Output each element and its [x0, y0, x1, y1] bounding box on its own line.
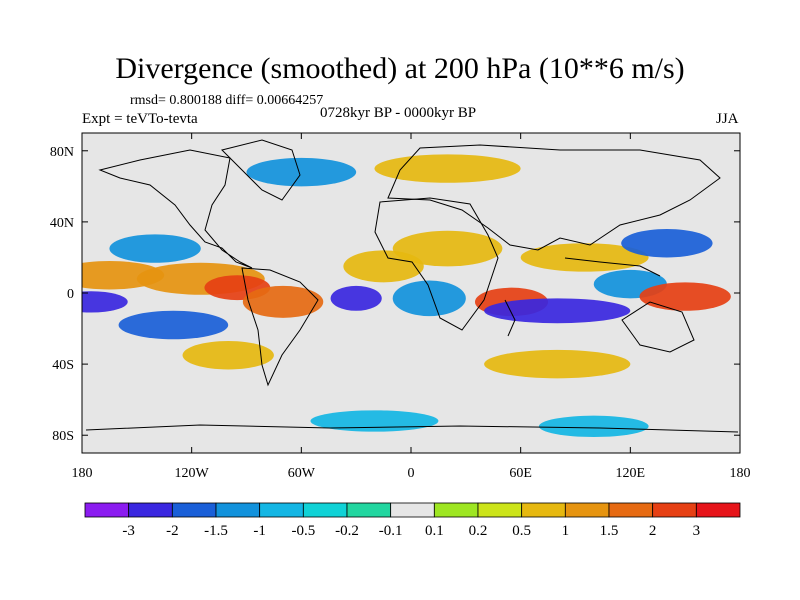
- coastline: [221, 139, 301, 201]
- y-tick-label: 0: [67, 287, 74, 302]
- field-blob: [82, 291, 128, 313]
- colorbar-swatch: [215, 502, 261, 518]
- chart-title: Divergence (smoothed) at 200 hPa (10**6 …: [115, 52, 685, 85]
- field-blob: [392, 280, 466, 317]
- experiment-label: Expt = teVTo-tevta: [82, 111, 198, 127]
- colorbar-swatch: [346, 502, 392, 518]
- y-axis: 80N 40N 0 40S 80S: [50, 145, 740, 444]
- colorbar-swatch: [302, 502, 348, 518]
- field-blob: [109, 234, 201, 263]
- y-tick-label: 40S: [52, 358, 74, 373]
- x-axis: 180 120W 60W 0 60E 120E 180: [72, 133, 751, 481]
- field-blob: [484, 349, 631, 379]
- field-blob: [538, 415, 649, 438]
- colorbar-label: -2: [166, 523, 179, 539]
- field-blob: [118, 310, 229, 340]
- coastline: [564, 257, 661, 277]
- coastlines: [85, 139, 739, 433]
- x-tick-label: 120E: [616, 466, 646, 481]
- colorbar-swatch: [477, 502, 523, 518]
- colorbar-swatch: [433, 502, 479, 518]
- x-tick-label: 180: [72, 466, 93, 481]
- colorbar-label: 2: [649, 523, 657, 539]
- y-tick-label: 80S: [52, 429, 74, 444]
- period-label: 0728kyr BP - 0000kyr BP: [320, 105, 477, 121]
- colorbar-label: 1: [562, 523, 570, 539]
- x-tick-label: 180: [730, 466, 751, 481]
- colorbar-label: -1.5: [204, 523, 228, 539]
- colorbar-label: 1.5: [600, 523, 619, 539]
- field-blob: [242, 285, 324, 318]
- colorbar-label: 0.2: [469, 523, 488, 539]
- colorbar-label: 0.5: [512, 523, 531, 539]
- stats-text: rmsd= 0.800188 diff= 0.00664257: [130, 93, 324, 108]
- colorbar-label: 0.1: [425, 523, 444, 539]
- coastline: [374, 197, 499, 331]
- colorbar-label: -0.5: [291, 523, 315, 539]
- colorbar-swatch: [128, 502, 173, 518]
- colorbar-swatch: [84, 502, 130, 518]
- colorbar-label: -3: [122, 523, 135, 539]
- field-blob: [392, 230, 503, 267]
- colorbar-label: -0.2: [335, 523, 359, 539]
- field-blob: [520, 243, 649, 272]
- field-blob: [374, 154, 521, 183]
- coastline: [85, 424, 739, 433]
- field-contours: [82, 154, 731, 438]
- field-blob: [330, 285, 382, 311]
- x-tick-label: 120W: [175, 466, 210, 481]
- field-blob: [246, 157, 357, 187]
- colorbar-label: 3: [693, 523, 701, 539]
- field-blob: [484, 298, 631, 324]
- field-blob: [639, 282, 731, 311]
- coastline: [387, 144, 721, 251]
- y-tick-label: 40N: [50, 216, 74, 231]
- colorbar-swatch: [390, 502, 435, 518]
- season-label: JJA: [716, 111, 739, 127]
- x-tick-label: 60E: [509, 466, 532, 481]
- coastline: [241, 267, 319, 387]
- colorbar-swatch: [652, 502, 697, 518]
- colorbar-swatch: [564, 502, 610, 518]
- x-tick-label: 60W: [288, 466, 316, 481]
- coastline: [504, 299, 516, 337]
- colorbar: -3 -2 -1.5 -1 -0.5 -0.2 -0.1 0.1 0.2 0.5 1 1.5 2 3: [84, 502, 741, 539]
- colorbar-label: -1: [253, 523, 266, 539]
- colorbar-swatch: [259, 502, 304, 518]
- coastline: [98, 149, 253, 269]
- x-tick-label: 0: [408, 466, 415, 481]
- colorbar-swatch: [608, 502, 654, 518]
- colorbar-swatch: [695, 502, 741, 518]
- y-tick-label: 80N: [50, 145, 74, 160]
- coastline: [621, 301, 695, 353]
- field-blob: [621, 229, 713, 258]
- colorbar-swatch: [521, 502, 566, 518]
- colorbar-label: -0.1: [379, 523, 403, 539]
- colorbar-swatch: [171, 502, 217, 518]
- field-blob: [182, 341, 274, 370]
